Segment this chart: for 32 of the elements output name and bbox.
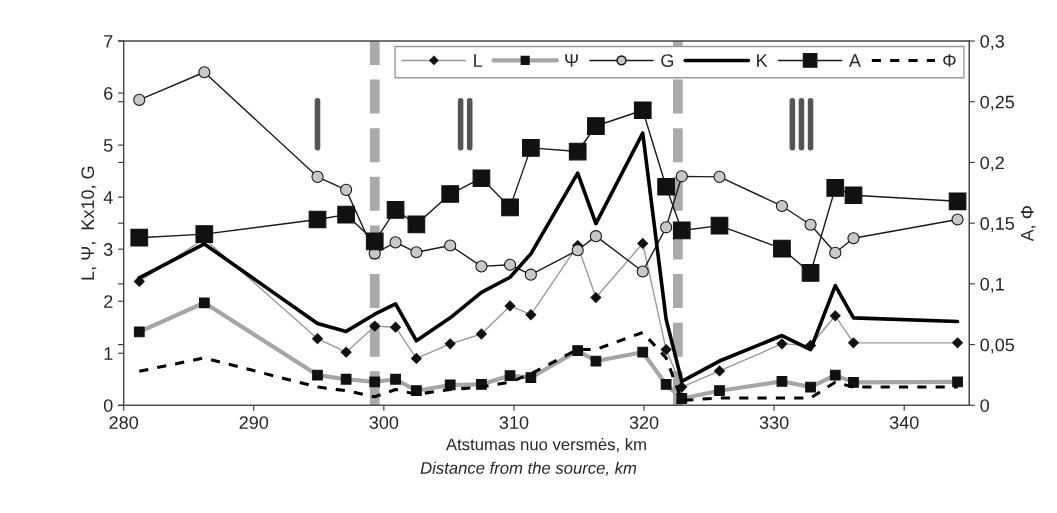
legend-label: Ψ bbox=[565, 54, 578, 67]
y2-tick-label: 0 bbox=[980, 399, 990, 412]
legend-label: Φ bbox=[943, 54, 956, 67]
x-tick-label: 310 bbox=[499, 416, 529, 429]
y2-tick-label: 0,3 bbox=[980, 34, 1004, 50]
legend-label: L bbox=[474, 54, 483, 67]
x-tick-label: 340 bbox=[889, 416, 919, 429]
x-tick-label: 330 bbox=[759, 416, 789, 429]
y-axis-title: L, Ψ, Kx10, G bbox=[81, 166, 97, 280]
y2-tick-label: 0,1 bbox=[980, 277, 1004, 293]
y2-tick-label: 0,15 bbox=[980, 217, 1015, 233]
x-tick-label: 280 bbox=[109, 416, 139, 429]
x-axis-title: Atstumas nuo versmės, km bbox=[446, 438, 646, 453]
x-tick-label: 300 bbox=[369, 416, 399, 429]
y2-tick-label: 0,05 bbox=[980, 338, 1015, 354]
y-tick-label: 3 bbox=[103, 243, 113, 256]
x-tick-label: 320 bbox=[629, 416, 659, 429]
y-tick-label: 0 bbox=[103, 399, 113, 412]
legend-label: A bbox=[848, 54, 861, 67]
legend-label: K bbox=[757, 54, 768, 67]
y-tick-label: 6 bbox=[104, 87, 113, 100]
x-tick-label: 290 bbox=[239, 416, 269, 429]
y-tick-label: 5 bbox=[103, 139, 113, 152]
y2-axis-title: A, Φ bbox=[1020, 205, 1036, 242]
y-tick-label: 1 bbox=[104, 347, 113, 360]
y2-tick-label: 0,25 bbox=[980, 95, 1015, 111]
y-tick-label: 4 bbox=[103, 191, 113, 204]
y2-tick-label: 0,2 bbox=[980, 156, 1004, 172]
legend-label: G bbox=[661, 54, 674, 67]
y-tick-label: 2 bbox=[104, 295, 113, 308]
text: Distance from the source, km bbox=[420, 461, 637, 476]
y-tick-label: 7 bbox=[104, 35, 113, 48]
